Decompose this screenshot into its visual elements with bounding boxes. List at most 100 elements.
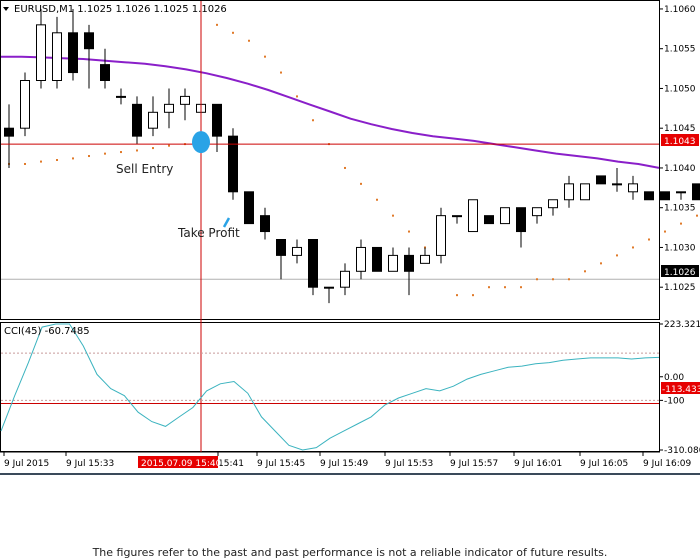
time-tick-label: 9 Jul 15:49 bbox=[320, 459, 369, 469]
psar-dot bbox=[248, 40, 250, 42]
take-profit-label: Take Profit bbox=[177, 226, 240, 240]
candle-body bbox=[21, 81, 30, 129]
psar-dot bbox=[312, 119, 314, 121]
psar-dot bbox=[56, 159, 58, 161]
candle-body bbox=[149, 112, 158, 128]
candle-body bbox=[5, 128, 14, 136]
sell-entry-label: Sell Entry bbox=[116, 162, 173, 176]
psar-dot bbox=[584, 270, 586, 272]
psar-dot bbox=[632, 246, 634, 248]
candle bbox=[677, 192, 686, 200]
indicator-panel-border bbox=[1, 323, 660, 452]
psar-dot bbox=[264, 56, 266, 58]
time-tick-label: 9 Jul 15:33 bbox=[66, 459, 114, 469]
candle-body bbox=[373, 247, 382, 271]
price-tick-label: 1.1055 bbox=[664, 45, 696, 55]
candle-body bbox=[325, 287, 334, 288]
candle-body bbox=[581, 184, 590, 200]
candle bbox=[469, 200, 478, 232]
psar-dot bbox=[600, 262, 602, 264]
time-tick-label: 9 Jul 15:57 bbox=[450, 459, 498, 469]
candle-body bbox=[261, 216, 270, 232]
psar-dot bbox=[216, 24, 218, 26]
candle-body bbox=[565, 184, 574, 200]
time-tick-label: 9 Jul 16:09 bbox=[643, 459, 692, 469]
psar-dot bbox=[408, 231, 410, 233]
price-tick-label: 1.1035 bbox=[664, 204, 696, 214]
psar-dot bbox=[648, 239, 650, 241]
candle bbox=[581, 184, 590, 200]
psar-dot bbox=[120, 151, 122, 153]
psar-dot bbox=[136, 149, 138, 151]
candle-body bbox=[421, 255, 430, 263]
psar-dot bbox=[152, 147, 154, 149]
symbol-header: EURUSD,M1 1.1025 1.1026 1.1025 1.1026 bbox=[14, 4, 227, 15]
price-tick-label: 1.1045 bbox=[664, 124, 696, 134]
psar-dot bbox=[104, 153, 106, 155]
cci-tick-label: -310.080 bbox=[664, 446, 700, 456]
indicator-header: CCI(45) -60.7485 bbox=[4, 326, 90, 337]
time-tick-label: 9 Jul 15:45 bbox=[257, 459, 305, 469]
psar-dot bbox=[696, 215, 698, 217]
psar-dot bbox=[392, 215, 394, 217]
cci-tick-label: 223.3216 bbox=[664, 320, 700, 330]
time-tick-label: 9 Jul 15:53 bbox=[385, 459, 433, 469]
candle-body bbox=[309, 240, 318, 288]
psar-dot bbox=[360, 183, 362, 185]
candle bbox=[501, 208, 510, 224]
candle-body bbox=[597, 176, 606, 184]
psar-dot bbox=[72, 157, 74, 159]
candle bbox=[245, 192, 254, 224]
price-panel-border bbox=[1, 1, 660, 320]
price-tick-label: 1.1050 bbox=[664, 84, 696, 94]
candle-body bbox=[549, 200, 558, 208]
psar-dot bbox=[232, 32, 234, 34]
candle-body bbox=[677, 192, 686, 193]
candle-body bbox=[133, 104, 142, 136]
crosshair-time-label: 2015.07.09 15:40 bbox=[141, 459, 222, 469]
psar-dot bbox=[504, 286, 506, 288]
psar-dot bbox=[280, 72, 282, 74]
candle-body bbox=[629, 184, 638, 192]
psar-dot bbox=[472, 294, 474, 296]
cci-tick-label: -100 bbox=[664, 396, 685, 406]
psar-dot bbox=[24, 163, 26, 165]
candle-body bbox=[437, 216, 446, 256]
candle-body bbox=[469, 200, 478, 232]
candle-body bbox=[533, 208, 542, 216]
time-tick-label: 9 Jul 16:05 bbox=[580, 459, 628, 469]
psar-dot bbox=[520, 286, 522, 288]
candle-body bbox=[181, 96, 190, 104]
price-tick-label: 1.1025 bbox=[664, 283, 696, 293]
candle-body bbox=[85, 33, 94, 49]
candle bbox=[661, 192, 670, 200]
psar-dot bbox=[40, 161, 42, 163]
psar-dot bbox=[680, 223, 682, 225]
candle-body bbox=[693, 184, 700, 200]
disclaimer-text: The figures refer to the past and past p… bbox=[0, 546, 700, 559]
psar-dot bbox=[616, 254, 618, 256]
candle-body bbox=[501, 208, 510, 224]
psar-dot bbox=[536, 278, 538, 280]
candle-body bbox=[661, 192, 670, 200]
candle bbox=[373, 247, 382, 271]
cci-tick-label: 0.00 bbox=[664, 373, 684, 383]
candle-body bbox=[245, 192, 254, 224]
candle bbox=[645, 192, 654, 200]
candle bbox=[437, 208, 446, 264]
candle-body bbox=[117, 96, 126, 97]
candle-body bbox=[453, 216, 462, 217]
crosshair-cci-label: -113.433 bbox=[662, 385, 700, 395]
candle-body bbox=[293, 247, 302, 255]
candle-body bbox=[389, 255, 398, 271]
price-tick-label: 1.1040 bbox=[664, 164, 696, 174]
psar-dot bbox=[88, 155, 90, 157]
psar-dot bbox=[456, 294, 458, 296]
psar-dot bbox=[344, 167, 346, 169]
candle-body bbox=[101, 65, 110, 81]
crosshair-price-label: 1.1043 bbox=[664, 137, 696, 147]
candle bbox=[229, 128, 238, 200]
candle-body bbox=[357, 247, 366, 271]
